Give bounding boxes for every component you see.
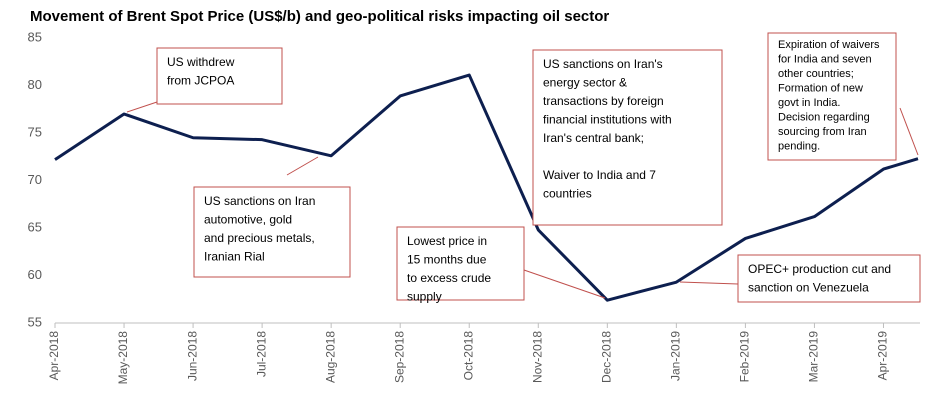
- annotation-box: [737, 254, 921, 303]
- x-tick-label: Jan-2019: [669, 331, 683, 381]
- annotation-text: transactions by foreign: [543, 94, 664, 108]
- x-tick-label: Jun-2018: [185, 331, 199, 381]
- annotation-text: US sanctions on Iran: [204, 194, 315, 208]
- annotation-text: pending.: [778, 140, 820, 152]
- annotation-box: [767, 32, 897, 161]
- x-tick-label: Nov-2018: [530, 331, 544, 383]
- y-tick-label: 70: [28, 172, 42, 187]
- x-tick-label: Jul-2018: [254, 331, 268, 377]
- annotation-text: Formation of new: [778, 82, 863, 94]
- annotation-connector: [899, 107, 919, 156]
- x-tick-label: Mar-2019: [807, 331, 821, 383]
- annotation-connector: [286, 156, 319, 176]
- annotation-connector: [523, 269, 606, 299]
- annotation-text: for India and seven: [778, 53, 872, 65]
- annotation-text: sanction on Venezuela: [748, 281, 869, 295]
- annotation-box: [156, 47, 283, 105]
- x-tick-label: Feb-2019: [738, 331, 752, 383]
- annotation-text: US withdrew: [167, 55, 235, 69]
- annotation-text: Iran's central bank;: [543, 131, 644, 145]
- annotation-box: [193, 186, 351, 278]
- annotation-text: Decision regarding: [778, 111, 870, 123]
- annotation-box: [532, 49, 723, 226]
- line-series: [54, 73, 919, 302]
- y-tick-label: 55: [28, 314, 42, 329]
- annotation-text: US sanctions on Iran's: [543, 57, 663, 71]
- annotation-text: Iranian Rial: [204, 250, 265, 264]
- annotation-connector: [126, 101, 158, 113]
- annotation-text: sourcing from Iran: [778, 126, 867, 138]
- annotation-box: [396, 226, 525, 301]
- annotation-text: Waiver to India and 7: [543, 168, 656, 182]
- annotation-text: and precious metals,: [204, 231, 315, 245]
- y-tick-label: 85: [28, 29, 42, 44]
- annotation-connector: [679, 281, 739, 285]
- annotation-text: govt in India.: [778, 97, 840, 109]
- x-tick-label: Oct-2018: [461, 331, 475, 381]
- annotation-text: from JCPOA: [167, 74, 234, 88]
- y-tick-label: 60: [28, 267, 42, 282]
- annotation-text: other countries;: [778, 68, 854, 80]
- annotation-text: 15 months due: [407, 253, 487, 267]
- annotation-text: OPEC+ production cut and: [748, 262, 891, 276]
- x-tick-label: Apr-2018: [47, 331, 61, 381]
- y-tick-label: 80: [28, 77, 42, 92]
- y-tick-label: 65: [28, 219, 42, 234]
- annotation-text: countries: [543, 187, 592, 201]
- chart-title: Movement of Brent Spot Price (US$/b) and…: [30, 8, 609, 25]
- annotation-text: financial institutions with: [543, 113, 672, 127]
- annotation-text: Expiration of waivers: [778, 39, 880, 51]
- x-tick-label: May-2018: [116, 331, 130, 385]
- y-tick-label: 75: [28, 124, 42, 139]
- x-tick-label: Apr-2019: [876, 331, 890, 381]
- x-tick-label: Dec-2018: [599, 331, 613, 383]
- annotation-text: supply: [407, 290, 442, 304]
- x-tick-label: Sep-2018: [392, 331, 406, 383]
- annotation-text: energy sector &: [543, 76, 627, 90]
- annotation-text: automotive, gold: [204, 213, 292, 227]
- x-tick-label: Aug-2018: [323, 331, 337, 383]
- annotation-text: to excess crude: [407, 271, 491, 285]
- annotation-text: Lowest price in: [407, 234, 487, 248]
